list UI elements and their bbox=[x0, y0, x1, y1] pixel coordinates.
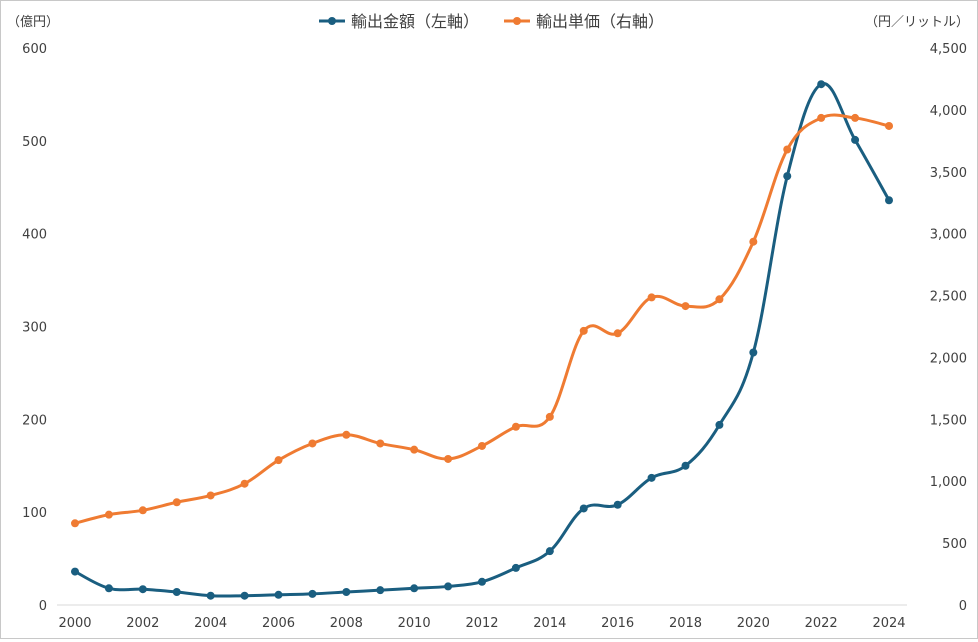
legend-marker-dot-export-amount bbox=[328, 17, 336, 25]
data-point-unit-price bbox=[749, 237, 758, 246]
data-point-unit-price bbox=[545, 412, 554, 421]
data-point-export-amount bbox=[579, 504, 588, 513]
data-point-unit-price bbox=[410, 445, 419, 454]
data-point-unit-price bbox=[817, 113, 826, 122]
data-point-export-amount bbox=[104, 584, 113, 593]
x-tick-label: 2006 bbox=[262, 616, 295, 631]
data-point-export-amount bbox=[478, 577, 486, 586]
data-point-unit-price bbox=[783, 145, 792, 154]
data-point-export-amount bbox=[715, 420, 724, 429]
x-tick-label: 2024 bbox=[872, 616, 905, 631]
x-tick-label: 2020 bbox=[737, 616, 770, 631]
data-point-export-amount bbox=[817, 80, 826, 89]
data-point-unit-price bbox=[206, 491, 215, 500]
data-point-unit-price bbox=[647, 293, 656, 302]
right-y-tick-label: 3,000 bbox=[930, 228, 967, 243]
data-point-unit-price bbox=[274, 456, 283, 465]
data-point-export-amount bbox=[444, 582, 453, 591]
data-point-export-amount bbox=[511, 563, 520, 572]
left-y-tick-label: 200 bbox=[22, 413, 47, 428]
right-y-tick-label: 4,000 bbox=[930, 104, 967, 119]
data-point-export-amount bbox=[376, 586, 385, 595]
data-point-export-amount bbox=[410, 584, 419, 593]
legend-marker-dot-unit-price bbox=[513, 17, 521, 25]
x-tick-label: 2010 bbox=[398, 616, 431, 631]
data-point-export-amount bbox=[138, 585, 147, 594]
data-point-export-amount bbox=[240, 591, 249, 600]
data-point-unit-price bbox=[511, 422, 520, 431]
right-y-tick-label: 500 bbox=[942, 537, 967, 552]
data-point-unit-price bbox=[681, 302, 690, 311]
data-point-unit-price bbox=[172, 498, 181, 507]
data-point-unit-price bbox=[240, 479, 249, 488]
data-point-export-amount bbox=[545, 547, 554, 556]
data-point-unit-price bbox=[579, 326, 588, 335]
left-y-tick-label: 600 bbox=[22, 42, 47, 57]
x-tick-label: 2002 bbox=[126, 616, 159, 631]
x-tick-label: 2022 bbox=[805, 616, 838, 631]
data-point-unit-price bbox=[104, 510, 113, 519]
data-point-export-amount bbox=[172, 588, 181, 597]
data-point-export-amount bbox=[885, 196, 893, 205]
data-point-unit-price bbox=[851, 113, 860, 122]
right-y-tick-label: 4,500 bbox=[930, 42, 967, 57]
right-y-tick-label: 1,500 bbox=[930, 413, 967, 428]
data-point-export-amount bbox=[851, 135, 860, 144]
data-point-export-amount bbox=[681, 461, 690, 470]
left-y-tick-label: 500 bbox=[22, 135, 47, 150]
left-y-tick-label: 100 bbox=[22, 506, 47, 521]
left-axis-unit-label: （億円） bbox=[7, 14, 59, 30]
legend-label-unit-price: 輸出単価（右軸） bbox=[536, 12, 664, 31]
x-tick-label: 2014 bbox=[533, 616, 566, 631]
data-point-unit-price bbox=[342, 430, 351, 439]
data-point-export-amount bbox=[274, 590, 283, 599]
x-tick-label: 2012 bbox=[465, 616, 498, 631]
series-line-export-amount bbox=[73, 82, 891, 598]
data-point-export-amount bbox=[783, 172, 792, 181]
data-point-unit-price bbox=[376, 439, 385, 448]
x-tick-label: 2008 bbox=[330, 616, 363, 631]
data-point-unit-price bbox=[308, 439, 317, 448]
data-point-unit-price bbox=[478, 441, 486, 450]
data-point-export-amount bbox=[342, 588, 351, 597]
data-point-export-amount bbox=[749, 348, 758, 357]
series-line-unit-price bbox=[73, 113, 891, 525]
data-point-unit-price bbox=[444, 454, 453, 463]
right-axis-unit-label: （円／リットル） bbox=[865, 15, 969, 30]
right-y-tick-label: 2,000 bbox=[930, 351, 967, 366]
x-tick-label: 2016 bbox=[601, 616, 634, 631]
data-point-export-amount bbox=[206, 591, 215, 600]
data-point-export-amount bbox=[613, 500, 622, 509]
left-y-tick-label: 300 bbox=[22, 321, 47, 336]
x-tick-label: 2018 bbox=[669, 616, 702, 631]
data-point-unit-price bbox=[71, 519, 79, 528]
x-tick-label: 2004 bbox=[194, 616, 227, 631]
series-layer bbox=[71, 80, 893, 600]
right-y-tick-label: 3,500 bbox=[930, 166, 967, 181]
data-point-export-amount bbox=[647, 473, 656, 482]
data-point-unit-price bbox=[885, 121, 893, 130]
data-point-export-amount bbox=[71, 567, 79, 576]
legend-label-export-amount: 輸出金額（左軸） bbox=[351, 12, 479, 31]
data-point-unit-price bbox=[715, 295, 724, 304]
right-y-tick-label: 1,000 bbox=[930, 475, 967, 490]
axes: 0 100 200 300 400 500 600 0 500 1,000 1,500 2,000 2,… bbox=[22, 42, 967, 631]
left-y-tick-label: 0 bbox=[39, 599, 47, 614]
data-point-unit-price bbox=[138, 506, 147, 515]
data-point-unit-price bbox=[613, 329, 622, 338]
x-tick-label: 2000 bbox=[58, 616, 91, 631]
right-y-tick-label: 0 bbox=[959, 599, 967, 614]
data-point-export-amount bbox=[308, 589, 317, 598]
right-y-tick-label: 2,500 bbox=[930, 290, 967, 305]
left-y-tick-label: 400 bbox=[22, 228, 47, 243]
legend: 輸出金額（左軸） 輸出単価（右軸） bbox=[319, 12, 664, 31]
